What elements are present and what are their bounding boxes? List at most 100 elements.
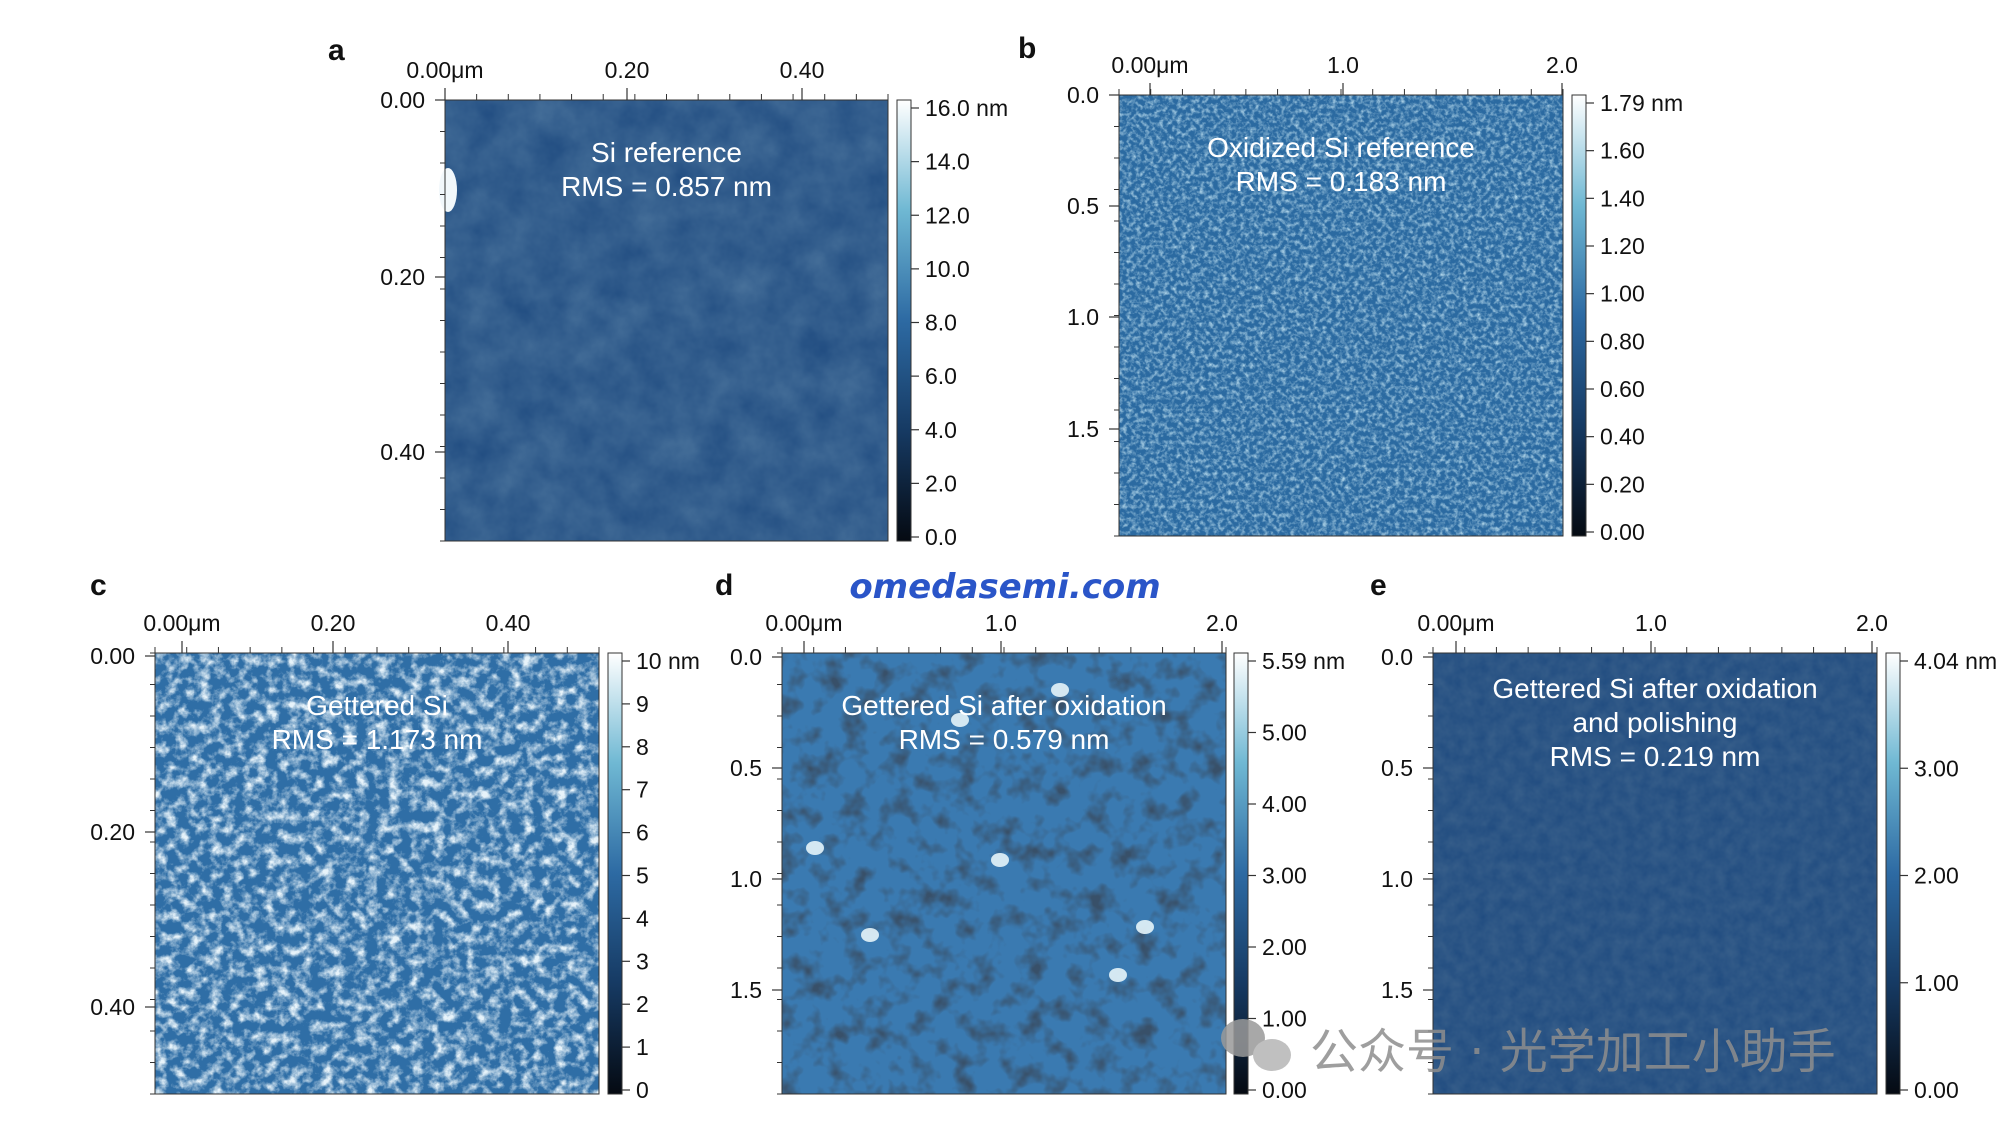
y-tick-label: 0.0 [730, 644, 762, 670]
y-tick-label: 0.40 [380, 439, 425, 465]
bright-spot [861, 928, 879, 942]
colorbar-tick-label: 3 [636, 948, 649, 974]
colorbar-tick-label: 0.60 [1600, 376, 1645, 402]
y-tick-label: 0.20 [90, 819, 135, 845]
colorbar-tick-label: 5.59 nm [1262, 648, 1345, 674]
colorbar-tick-label: 0.00 [1914, 1077, 1959, 1103]
watermark-account: 公众号 · 光学加工小助手 [1310, 1024, 1836, 1080]
colorbar-tick-label: 14.0 [925, 149, 970, 175]
y-tick-label: 1.5 [1067, 416, 1099, 442]
colorbar-tick-label: 2.0 [925, 470, 957, 496]
colorbar: 5.59 nm 5.00 4.00 3.00 2.00 1.00 0.00 [1233, 648, 1345, 1103]
afm-height-map [1432, 652, 1878, 1095]
annotation-text: Gettered Si [306, 690, 448, 721]
colorbar-tick-label: 4.00 [1262, 791, 1307, 817]
colorbar-tick-label: 10 nm [636, 648, 700, 674]
annotation-text: Oxidized Si reference [1207, 132, 1475, 163]
colorbar-tick-label: 0.80 [1600, 328, 1645, 354]
colorbar: 16.0 nm 14.0 12.0 10.0 8.0 6.0 4.0 2.0 0.0 [896, 95, 1008, 550]
colorbar-tick-label: 8 [636, 734, 649, 760]
colorbar-tick-label: 10.0 [925, 256, 970, 282]
y-tick-label: 0.00 [90, 643, 135, 669]
panel-d: d 0.00μm 1.0 2.0 0.0 0.5 1.0 1.5 Gettered Si aft… [715, 569, 1345, 1103]
x-tick-label: 0.40 [486, 610, 531, 636]
annotation-text: Gettered Si after oxidation [1492, 673, 1817, 704]
colorbar-tick-label: 1 [636, 1034, 649, 1060]
panel-label: b [1018, 32, 1036, 65]
y-tick-label: 0.0 [1067, 82, 1099, 108]
panel-c: c 0.00μm 0.20 0.40 0.00 0.20 0.40 Gettered SiRM… [90, 569, 700, 1103]
x-tick-label: 0.20 [605, 57, 650, 83]
colorbar-tick-label: 16.0 nm [925, 95, 1008, 121]
y-tick-label: 0.5 [730, 755, 762, 781]
y-tick-label: 0.00 [380, 87, 425, 113]
x-tick-label: 1.0 [1327, 52, 1359, 78]
wechat-icon [1221, 1019, 1291, 1071]
colorbar-tick-label: 3.00 [1914, 755, 1959, 781]
y-tick-label: 1.0 [1067, 304, 1099, 330]
bright-spot [1109, 968, 1127, 982]
colorbar-tick-label: 6.0 [925, 363, 957, 389]
y-tick-label: 0.5 [1067, 193, 1099, 219]
annotation-text: RMS = 0.219 nm [1550, 741, 1761, 772]
colorbar-tick-label: 1.00 [1600, 281, 1645, 307]
x-tick-label: 1.0 [985, 610, 1017, 636]
y-tick-label: 0.20 [380, 264, 425, 290]
bright-spot [991, 853, 1009, 867]
annotation-text: and polishing [1572, 707, 1737, 738]
colorbar-tick-label: 7 [636, 777, 649, 803]
y-tick-label: 1.0 [1381, 866, 1413, 892]
colorbar-tick-label: 1.60 [1600, 138, 1645, 164]
panel-label: a [328, 34, 345, 67]
colorbar-tick-label: 12.0 [925, 202, 970, 228]
panel-e: e 0.00μm 1.0 2.0 0.0 0.5 1.0 1.5 Gettered Si aft… [1370, 569, 1997, 1103]
colorbar-tick-label: 1.00 [1262, 1006, 1307, 1032]
colorbar-tick-label: 9 [636, 691, 649, 717]
colorbar-tick-label: 1.79 nm [1600, 90, 1683, 116]
bright-spot [951, 713, 969, 727]
y-tick-label: 1.5 [1381, 977, 1413, 1003]
colorbar: 10 nm 9 8 7 6 5 4 3 2 1 0 [607, 648, 700, 1103]
colorbar-tick-label: 3.00 [1262, 863, 1307, 889]
bright-spot [806, 841, 824, 855]
y-tick-label: 0.5 [1381, 755, 1413, 781]
x-tick-label: 2.0 [1856, 610, 1888, 636]
panel-a: a 0.00μm 0.20 0.40 0.00 0.20 0.40 Si referenceR… [328, 34, 1008, 550]
x-tick-label: 0.40 [780, 57, 825, 83]
annotation-text: Gettered Si after oxidation [841, 690, 1166, 721]
x-tick-label: 0.00μm [406, 57, 483, 83]
panel-label: c [90, 569, 107, 602]
colorbar-tick-label: 1.20 [1600, 233, 1645, 259]
colorbar: 1.79 nm 1.60 1.40 1.20 1.00 0.80 0.60 0.40 0.20 0… [1571, 90, 1683, 545]
x-tick-label: 0.00μm [143, 610, 220, 636]
x-tick-label: 2.0 [1546, 52, 1578, 78]
colorbar-tick-label: 8.0 [925, 310, 957, 336]
bright-spot [1051, 683, 1069, 697]
afm-height-map [1118, 94, 1564, 537]
x-tick-label: 0.00μm [765, 610, 842, 636]
colorbar-tick-label: 4.0 [925, 417, 957, 443]
annotation-text: RMS = 1.173 nm [272, 724, 483, 755]
afm-height-map [154, 652, 600, 1095]
colorbar: 4.04 nm 3.00 2.00 1.00 0.00 [1885, 648, 1997, 1103]
surface-particle [439, 168, 457, 212]
bright-spot [1136, 920, 1154, 934]
y-tick-label: 1.0 [730, 866, 762, 892]
y-tick-label: 0.0 [1381, 644, 1413, 670]
x-tick-label: 0.00μm [1417, 610, 1494, 636]
colorbar-tick-label: 1.40 [1600, 185, 1645, 211]
colorbar-tick-label: 0.00 [1600, 519, 1645, 545]
colorbar-tick-label: 6 [636, 820, 649, 846]
annotation-text: RMS = 0.579 nm [899, 724, 1110, 755]
annotation-text: RMS = 0.857 nm [561, 171, 772, 202]
colorbar-tick-label: 0.40 [1600, 424, 1645, 450]
colorbar-tick-label: 2 [636, 991, 649, 1017]
x-tick-label: 1.0 [1635, 610, 1667, 636]
x-tick-label: 0.20 [311, 610, 356, 636]
y-tick-label: 1.5 [730, 977, 762, 1003]
x-tick-label: 0.00μm [1111, 52, 1188, 78]
colorbar-tick-label: 0.0 [925, 524, 957, 550]
colorbar-tick-label: 5 [636, 863, 649, 889]
colorbar-tick-label: 0 [636, 1077, 649, 1103]
